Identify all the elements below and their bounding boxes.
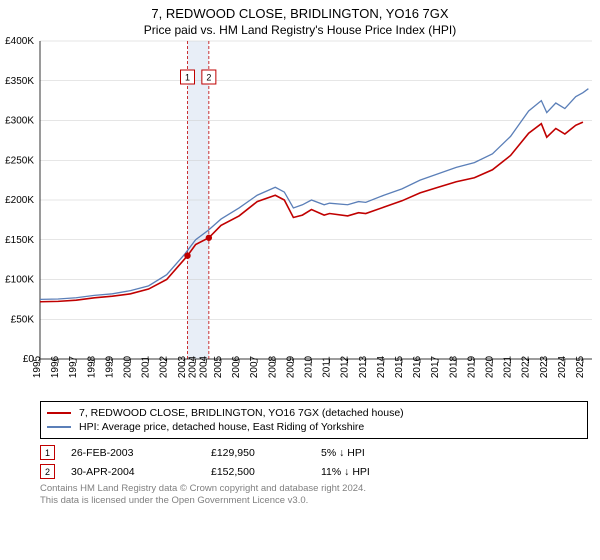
svg-text:2016: 2016 [412, 355, 423, 378]
trade-pct: 5% ↓ HPI [321, 447, 411, 459]
svg-text:2009: 2009 [285, 355, 296, 378]
svg-text:2014: 2014 [376, 355, 387, 378]
svg-text:2003: 2003 [177, 355, 188, 378]
svg-text:2015: 2015 [394, 355, 405, 378]
price-chart: £0£50K£100K£150K£200K£250K£300K£350K£400… [0, 37, 600, 397]
svg-text:£350K: £350K [5, 76, 34, 87]
legend-swatch [47, 412, 71, 414]
svg-text:2018: 2018 [448, 355, 459, 378]
svg-text:£200K: £200K [5, 195, 34, 206]
legend-label: 7, REDWOOD CLOSE, BRIDLINGTON, YO16 7GX … [79, 406, 404, 420]
trade-row: 1 26-FEB-2003£129,9505% ↓ HPI [40, 445, 588, 460]
legend-swatch [47, 426, 71, 428]
svg-text:1998: 1998 [86, 355, 97, 378]
svg-text:2020: 2020 [484, 355, 495, 378]
legend-item: HPI: Average price, detached house, East… [47, 420, 581, 434]
svg-text:2011: 2011 [322, 356, 333, 378]
svg-text:2000: 2000 [122, 355, 133, 378]
trade-marker: 2 [40, 464, 55, 479]
svg-text:£400K: £400K [5, 37, 34, 47]
svg-text:2004: 2004 [188, 355, 199, 378]
svg-text:£150K: £150K [5, 235, 34, 246]
svg-text:2017: 2017 [430, 355, 441, 378]
trade-row: 2 30-APR-2004£152,50011% ↓ HPI [40, 464, 588, 479]
svg-text:2007: 2007 [249, 355, 260, 378]
svg-text:1997: 1997 [68, 355, 79, 378]
trade-marker: 1 [40, 445, 55, 460]
legend-item: 7, REDWOOD CLOSE, BRIDLINGTON, YO16 7GX … [47, 406, 581, 420]
svg-text:1999: 1999 [104, 355, 115, 378]
svg-text:2002: 2002 [159, 355, 170, 378]
svg-text:2024: 2024 [557, 355, 568, 378]
svg-text:£250K: £250K [5, 155, 34, 166]
trade-pct: 11% ↓ HPI [321, 466, 411, 478]
footer-line: Contains HM Land Registry data © Crown c… [40, 483, 588, 495]
svg-text:1995: 1995 [32, 355, 43, 378]
svg-text:2022: 2022 [521, 355, 532, 378]
svg-text:2008: 2008 [267, 355, 278, 378]
svg-text:2025: 2025 [575, 355, 586, 378]
svg-text:1996: 1996 [50, 355, 61, 378]
svg-text:1: 1 [185, 73, 190, 83]
legend-label: HPI: Average price, detached house, East… [79, 420, 364, 434]
svg-text:£300K: £300K [5, 116, 34, 127]
svg-text:2001: 2001 [141, 355, 152, 378]
svg-text:2: 2 [206, 73, 211, 83]
svg-text:£50K: £50K [11, 314, 35, 325]
svg-text:2005: 2005 [213, 355, 224, 378]
svg-text:2021: 2021 [503, 355, 514, 378]
svg-text:2010: 2010 [303, 355, 314, 378]
footer-line: This data is licensed under the Open Gov… [40, 495, 588, 507]
svg-text:2012: 2012 [340, 355, 351, 378]
svg-text:2023: 2023 [539, 355, 550, 378]
trade-table: 1 26-FEB-2003£129,9505% ↓ HPI 2 30-APR-2004… [40, 445, 588, 479]
trade-date: 26-FEB-2003 [71, 447, 211, 459]
page-title: 7, REDWOOD CLOSE, BRIDLINGTON, YO16 7GX [0, 6, 600, 21]
trade-price: £152,500 [211, 466, 321, 478]
svg-text:2013: 2013 [358, 355, 369, 378]
trade-date: 30-APR-2004 [71, 466, 211, 478]
legend: 7, REDWOOD CLOSE, BRIDLINGTON, YO16 7GX … [40, 401, 588, 439]
footer: Contains HM Land Registry data © Crown c… [40, 483, 588, 507]
svg-text:£100K: £100K [5, 275, 34, 286]
svg-text:2019: 2019 [466, 355, 477, 378]
svg-text:2004: 2004 [199, 355, 210, 378]
page-subtitle: Price paid vs. HM Land Registry's House … [0, 23, 600, 37]
svg-text:2006: 2006 [231, 355, 242, 378]
trade-price: £129,950 [211, 447, 321, 459]
